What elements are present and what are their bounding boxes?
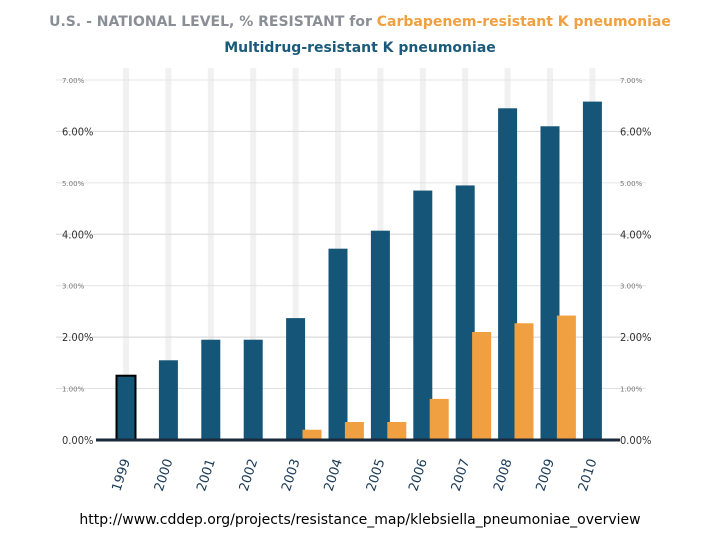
x-tick-label: 2009 [534,457,558,493]
x-tick-label: 1999 [110,457,134,493]
bar-carbapenem-2006 [387,422,407,440]
bar-multidrug-2008 [498,108,518,441]
bar-multidrug-2010 [582,101,602,440]
bar-carbapenem-2009 [514,323,534,440]
x-tick-label: 2008 [491,457,515,493]
bar-multidrug-2001 [201,339,221,440]
x-axis-labels: 1999 2000 2001 2002 2003 2004 2005 2006 2007 2008… [110,457,601,493]
x-tick-label: 2005 [364,457,388,493]
y-tick-label-left: 5.00% [62,180,85,188]
y-tick-label-right: 3.00% [620,283,643,291]
x-tick-label: 2006 [406,457,430,493]
bar-multidrug-2003 [286,318,306,440]
y-tick-label-right: 6.00% [620,125,651,138]
bars [115,101,602,442]
y-tick-label-left: 1.00% [62,386,85,394]
y-tick-label-right: 1.00% [620,386,643,394]
column-band [123,68,129,440]
x-tick-label: 2003 [279,457,303,493]
y-tick-label-left: 4.00% [62,228,93,241]
y-tick-label-left: 0.00% [62,434,93,447]
bar-multidrug-2000 [158,360,178,440]
column-band [207,68,214,440]
bar-carbapenem-2004 [302,429,322,440]
title-highlight-carbapenem: Carbapenem-resistant K pneumoniae [376,14,671,30]
bar-multidrug-2002 [243,339,263,440]
x-tick-label: 2000 [152,457,176,493]
y-axis-labels: 0.00% 0.00% 2.00% 2.00% 4.00% 4.00% 6.00% 6.00%… [62,77,651,447]
column-band [165,68,172,440]
chart-title-line1: U.S. - NATIONAL LEVEL, % RESISTANT for C… [0,14,720,30]
y-tick-label-right: 5.00% [620,180,643,188]
x-tick-label: 2004 [322,457,346,493]
x-tick-label: 2007 [449,457,473,493]
y-tick-label-left: 2.00% [62,331,93,344]
y-tick-label-right: 0.00% [620,434,651,447]
column-band [250,68,257,440]
column-band [292,68,299,440]
bar-multidrug-2004 [328,248,348,440]
bar-multidrug-1999 [115,374,137,442]
chart-title-line2: Multidrug-resistant K pneumoniae [224,40,496,56]
x-tick-label: 2001 [194,457,218,493]
bar-carbapenem-2005 [344,422,364,440]
y-tick-label-left: 6.00% [62,125,93,138]
x-tick-label: 2010 [576,457,600,493]
y-tick-label-right: 4.00% [620,228,651,241]
title-prefix: U.S. - NATIONAL LEVEL, % RESISTANT for [49,14,377,30]
y-tick-label-right: 2.00% [620,331,651,344]
bar-carbapenem-2008 [472,332,492,440]
bar-chart: 0.00% 0.00% 2.00% 2.00% 4.00% 4.00% 6.00% 6.00%… [56,68,651,493]
bar-multidrug-2009 [540,126,560,441]
bar-multidrug-2007 [455,185,475,440]
y-tick-label-right: 7.00% [620,77,643,85]
bar-carbapenem-2007 [429,398,449,440]
x-tick-label: 2002 [237,457,261,493]
y-tick-label-left: 3.00% [62,283,85,291]
y-tick-label-left: 7.00% [62,77,85,85]
bar-carbapenem-2010 [556,315,576,440]
bar-multidrug-2005 [370,230,390,440]
bar-multidrug-2006 [413,190,433,440]
source-url[interactable]: http://www.cddep.org/projects/resistance… [79,512,641,528]
